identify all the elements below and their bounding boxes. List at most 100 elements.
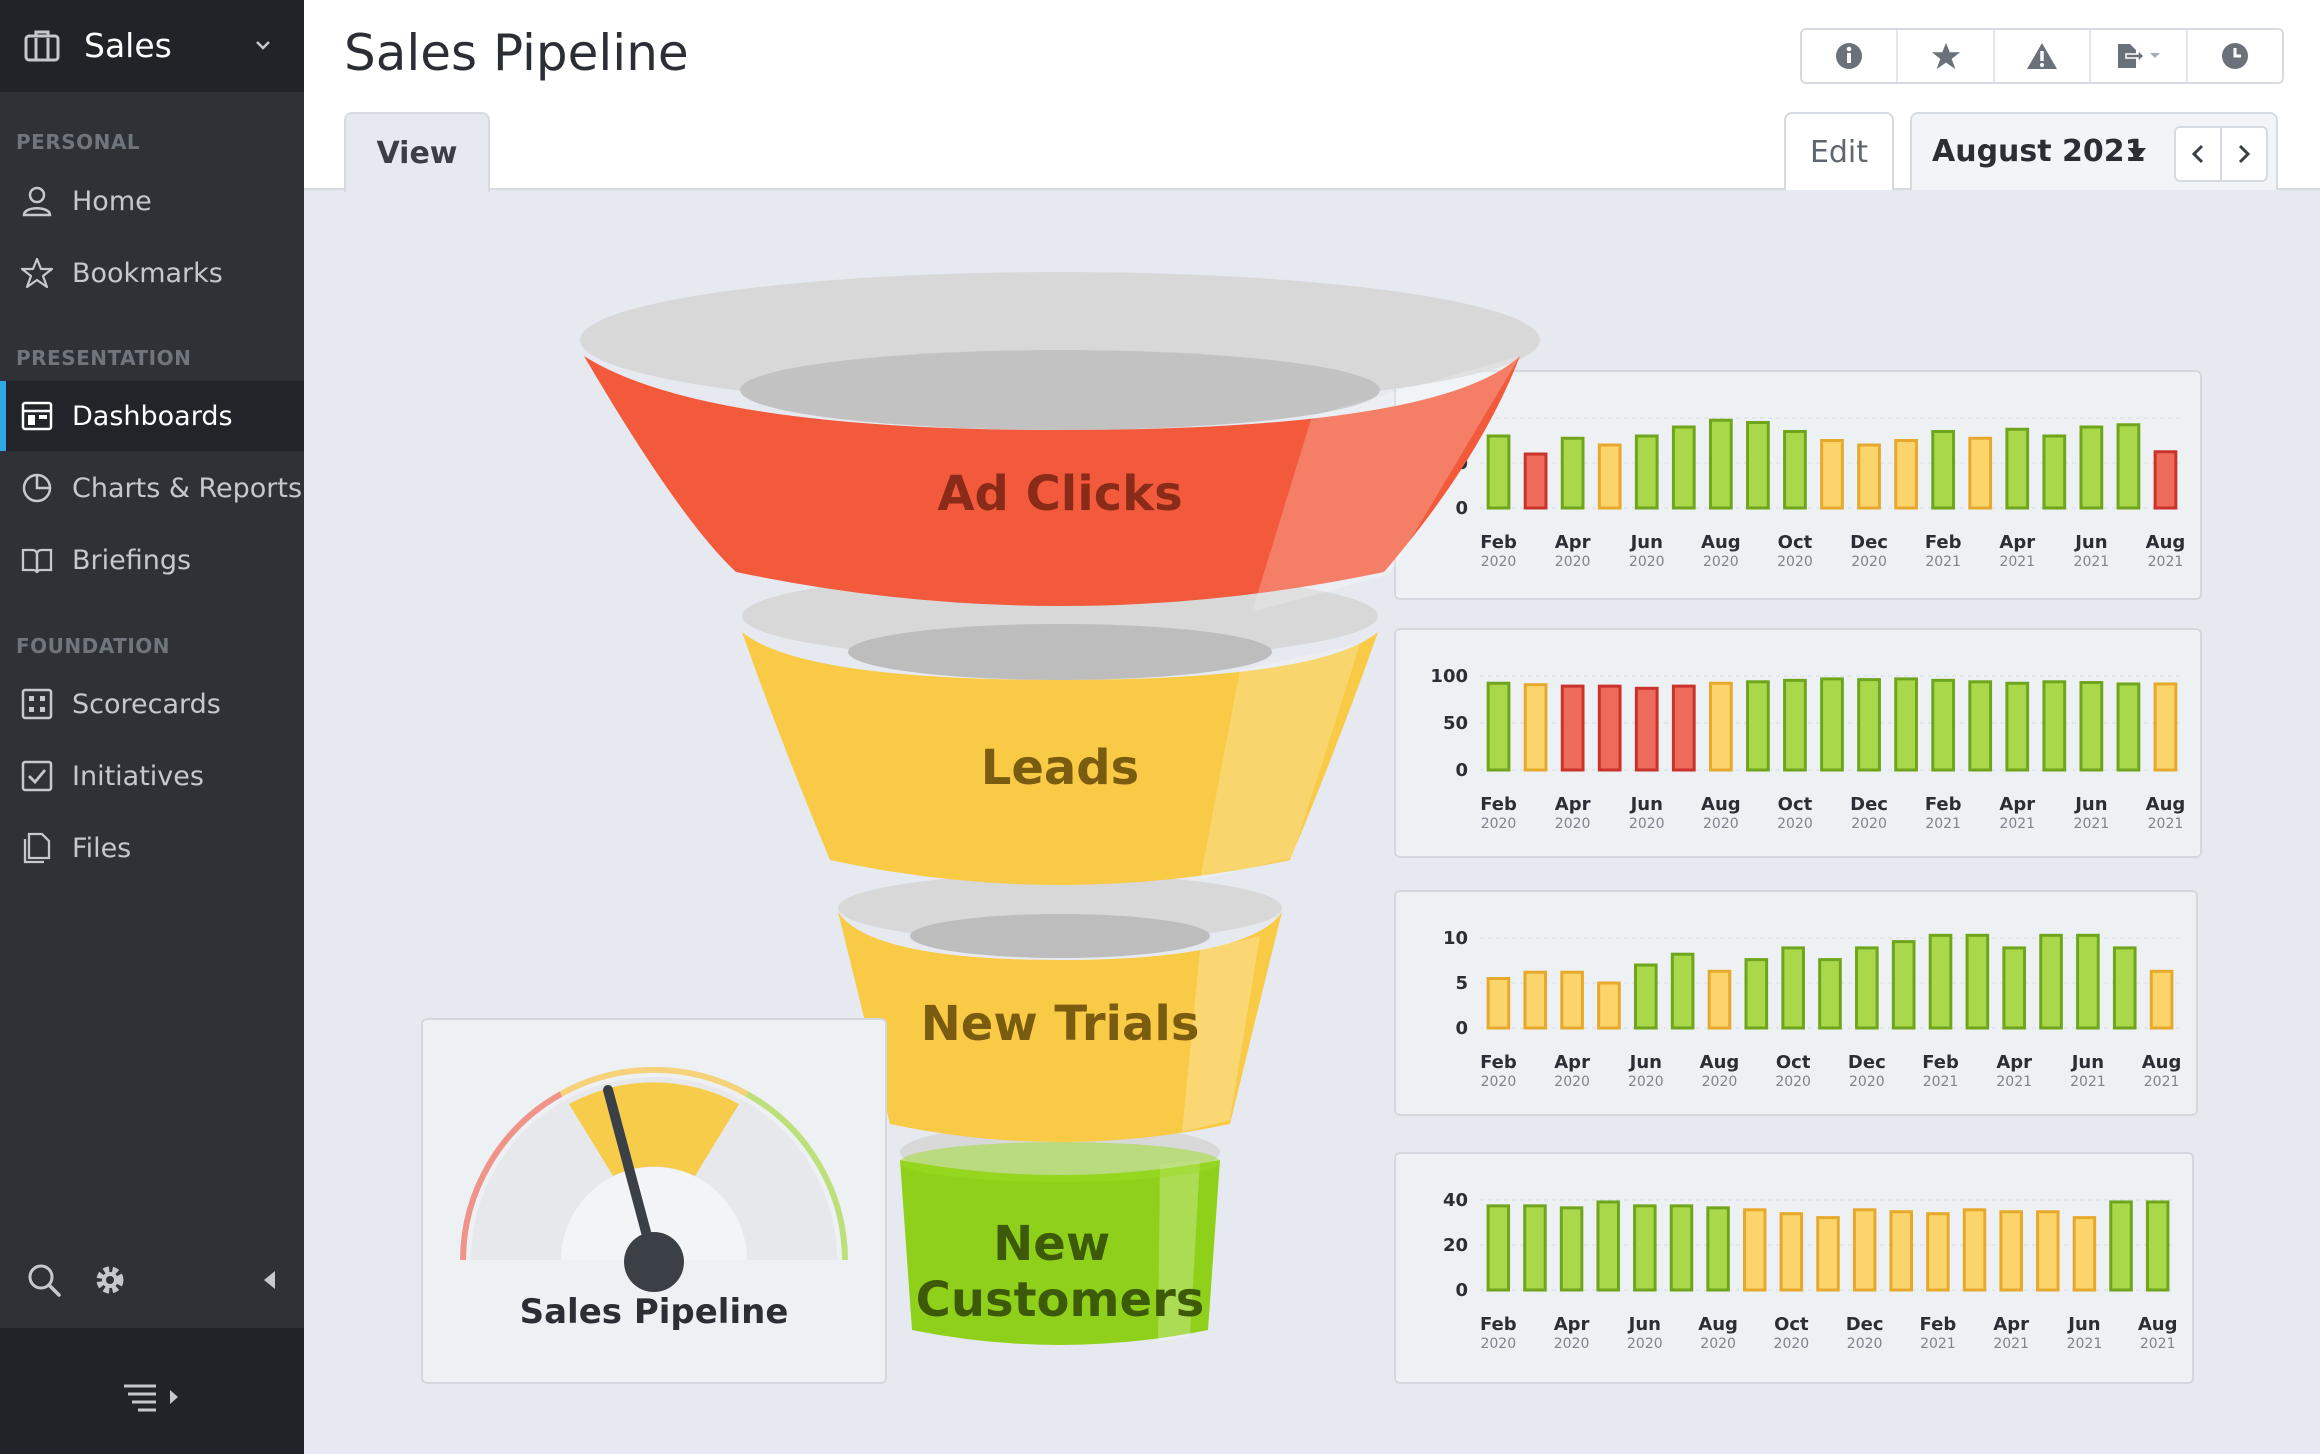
chart-bar[interactable] bbox=[2005, 681, 2030, 772]
chart-bar[interactable] bbox=[1670, 952, 1695, 1030]
chart-bar[interactable] bbox=[1523, 683, 1548, 772]
chart-bar[interactable] bbox=[1857, 443, 1881, 510]
chart-bar[interactable] bbox=[1816, 1216, 1840, 1292]
chart-bar[interactable] bbox=[1560, 970, 1584, 1030]
sidebar-item-bookmarks[interactable]: Bookmarks bbox=[0, 238, 304, 308]
chart-bar[interactable] bbox=[2002, 946, 2027, 1030]
chart-bar[interactable] bbox=[1818, 958, 1842, 1030]
funnel-stage-new-trials[interactable] bbox=[838, 874, 1282, 1142]
chart-bar[interactable] bbox=[1962, 1208, 1987, 1292]
new-trials-chart[interactable]: 10 5 0 Feb 2020 Apr 2020 Jun 2020 Aug 2020 Oct 2020 D… bbox=[1394, 890, 2198, 1116]
chart-bar[interactable] bbox=[2109, 1200, 2133, 1292]
chart-bar[interactable] bbox=[1928, 933, 1953, 1030]
chart-bar[interactable] bbox=[1746, 680, 1770, 772]
chart-bar[interactable] bbox=[1523, 452, 1548, 510]
chart-bar[interactable] bbox=[1708, 418, 1733, 510]
chart-bar[interactable] bbox=[1671, 425, 1696, 510]
chart-bar[interactable] bbox=[1820, 439, 1844, 510]
sales-pipeline-gauge[interactable]: Sales Pipeline bbox=[421, 1018, 887, 1384]
chart-bar[interactable] bbox=[2153, 450, 2178, 510]
app-switcher[interactable]: Sales bbox=[0, 0, 304, 92]
chart-bar[interactable] bbox=[1857, 678, 1881, 772]
chart-bar[interactable] bbox=[2116, 423, 2141, 510]
chart-bar[interactable] bbox=[2076, 933, 2100, 1030]
chart-bar[interactable] bbox=[1486, 977, 1511, 1030]
leads-chart[interactable]: 100 50 0 Feb 2020 Apr 2020 Jun 2020 Aug 2020 Oct 202… bbox=[1394, 628, 2202, 858]
chart-bar[interactable] bbox=[1671, 684, 1696, 772]
chart-bar[interactable] bbox=[2036, 1210, 2060, 1292]
chart-bar[interactable] bbox=[1669, 1204, 1694, 1292]
chart-bar[interactable] bbox=[2079, 681, 2104, 772]
chart-bar[interactable] bbox=[1486, 434, 1511, 510]
chart-bar[interactable] bbox=[1820, 677, 1844, 772]
chart-bar[interactable] bbox=[1597, 443, 1622, 510]
funnel-stage-leads[interactable] bbox=[742, 572, 1378, 885]
chart-bar[interactable] bbox=[1633, 963, 1658, 1030]
menu-expand-icon[interactable] bbox=[122, 1382, 184, 1412]
sidebar-item-files[interactable]: Files bbox=[0, 813, 304, 883]
chart-bar[interactable] bbox=[2042, 434, 2067, 510]
gear-icon[interactable] bbox=[92, 1262, 128, 1298]
chart-bar[interactable] bbox=[1596, 1200, 1620, 1292]
chart-bar[interactable] bbox=[1783, 430, 1807, 510]
chart-bar[interactable] bbox=[1852, 1208, 1877, 1292]
bookmark-button[interactable] bbox=[1898, 30, 1995, 82]
chart-bar[interactable] bbox=[1560, 436, 1585, 510]
chart-bar[interactable] bbox=[1746, 421, 1770, 510]
chart-bar[interactable] bbox=[1781, 946, 1805, 1030]
chart-bar[interactable] bbox=[1968, 436, 1993, 510]
chart-bar[interactable] bbox=[1706, 1206, 1730, 1292]
chart-bar[interactable] bbox=[2039, 933, 2063, 1030]
chart-bar[interactable] bbox=[1559, 1206, 1584, 1292]
chart-bar[interactable] bbox=[1926, 1212, 1950, 1292]
chart-bar[interactable] bbox=[2149, 969, 2174, 1030]
chart-bar[interactable] bbox=[1597, 684, 1622, 772]
chart-bar[interactable] bbox=[2153, 682, 2178, 772]
chart-bar[interactable] bbox=[1597, 981, 1621, 1030]
chart-bar[interactable] bbox=[1894, 677, 1918, 772]
chart-bar[interactable] bbox=[1965, 933, 1990, 1030]
chart-bar[interactable] bbox=[1523, 1204, 1547, 1292]
sidebar-item-dashboards[interactable]: Dashboards bbox=[0, 381, 304, 451]
chart-bar[interactable] bbox=[1779, 1212, 1804, 1292]
tab-view[interactable]: View bbox=[344, 112, 490, 192]
tab-edit[interactable]: Edit bbox=[1784, 112, 1894, 190]
next-period-button[interactable] bbox=[2220, 126, 2268, 182]
history-button[interactable] bbox=[2188, 30, 2282, 82]
chart-bar[interactable] bbox=[2072, 1216, 2097, 1292]
chart-bar[interactable] bbox=[2005, 427, 2030, 510]
chart-bar[interactable] bbox=[1560, 684, 1585, 772]
chart-bar[interactable] bbox=[1783, 678, 1807, 772]
chart-bar[interactable] bbox=[1891, 940, 1916, 1030]
chart-bar[interactable] bbox=[2145, 1200, 2170, 1292]
chart-bar[interactable] bbox=[1486, 681, 1511, 772]
export-button[interactable] bbox=[2091, 30, 2188, 82]
chart-bar[interactable] bbox=[2116, 682, 2141, 772]
funnel-stage-ad-clicks[interactable] bbox=[580, 272, 1540, 612]
chart-bar[interactable] bbox=[1999, 1210, 2023, 1292]
chart-bar[interactable] bbox=[1968, 680, 1993, 772]
chart-bar[interactable] bbox=[2042, 680, 2067, 772]
chart-bar[interactable] bbox=[1894, 439, 1918, 510]
sidebar-item-home[interactable]: Home bbox=[0, 166, 304, 236]
sidebar-item-briefings[interactable]: Briefings bbox=[0, 525, 304, 595]
chart-bar[interactable] bbox=[1523, 970, 1548, 1030]
chart-bar[interactable] bbox=[2079, 425, 2104, 510]
chart-bar[interactable] bbox=[1742, 1208, 1767, 1292]
chart-bar[interactable] bbox=[1744, 958, 1769, 1030]
chart-bar[interactable] bbox=[1633, 1204, 1657, 1292]
previous-period-button[interactable] bbox=[2174, 126, 2222, 182]
collapse-sidebar-icon[interactable] bbox=[258, 1268, 282, 1292]
chart-bar[interactable] bbox=[2112, 946, 2137, 1030]
chart-bar[interactable] bbox=[1707, 969, 1732, 1030]
chart-bar[interactable] bbox=[1634, 686, 1659, 772]
chart-bar[interactable] bbox=[1708, 681, 1733, 772]
sidebar-item-scorecards[interactable]: Scorecards bbox=[0, 669, 304, 739]
chart-bar[interactable] bbox=[1931, 678, 1956, 772]
chart-bar[interactable] bbox=[1855, 946, 1879, 1030]
alert-button[interactable] bbox=[1995, 30, 2092, 82]
sidebar-item-charts-reports[interactable]: Charts & Reports bbox=[0, 453, 304, 523]
period-dropdown[interactable]: August 2021 bbox=[1932, 134, 2146, 169]
sidebar-item-initiatives[interactable]: Initiatives bbox=[0, 741, 304, 811]
search-icon[interactable] bbox=[26, 1262, 62, 1298]
